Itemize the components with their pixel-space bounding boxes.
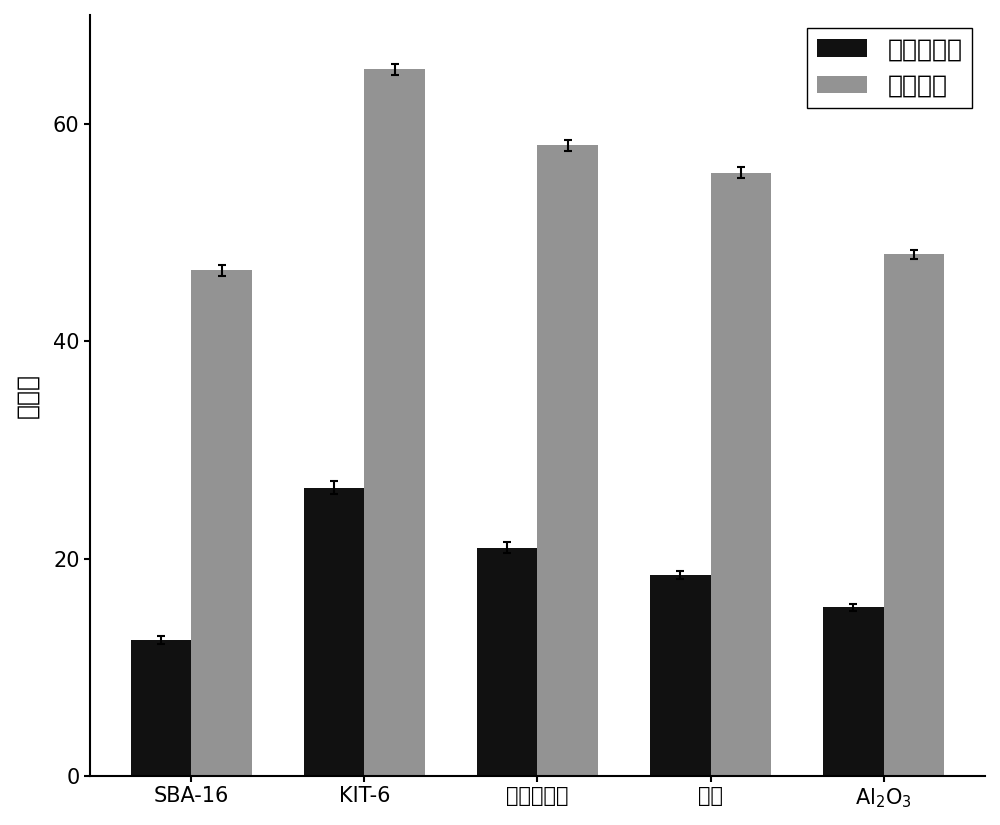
Bar [537,145,598,776]
Bar [304,488,364,776]
Bar [650,575,711,776]
Bar [191,271,252,776]
Y-axis label: 峰面积: 峰面积 [15,373,39,418]
Bar [711,172,771,776]
Bar [131,640,191,776]
Bar [364,69,425,776]
Legend: 异欧前胡素, 欧前胡素: 异欧前胡素, 欧前胡素 [807,27,972,108]
Bar [884,254,944,776]
Bar [823,607,884,776]
Bar [477,548,537,776]
